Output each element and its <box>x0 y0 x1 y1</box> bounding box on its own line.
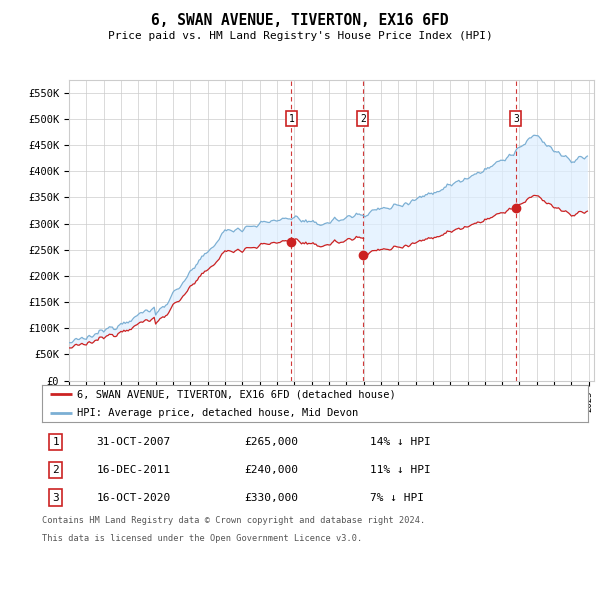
Text: HPI: Average price, detached house, Mid Devon: HPI: Average price, detached house, Mid … <box>77 408 359 418</box>
Text: 1: 1 <box>289 114 294 124</box>
Text: 3: 3 <box>513 114 519 124</box>
Text: 1: 1 <box>52 437 59 447</box>
Text: 16-DEC-2011: 16-DEC-2011 <box>97 465 171 474</box>
Text: 31-OCT-2007: 31-OCT-2007 <box>97 437 171 447</box>
Text: £240,000: £240,000 <box>244 465 298 474</box>
Text: £330,000: £330,000 <box>244 493 298 503</box>
Text: 2: 2 <box>360 114 366 124</box>
Text: 3: 3 <box>52 493 59 503</box>
Text: This data is licensed under the Open Government Licence v3.0.: This data is licensed under the Open Gov… <box>42 534 362 543</box>
Text: 14% ↓ HPI: 14% ↓ HPI <box>370 437 430 447</box>
Text: 2: 2 <box>52 465 59 474</box>
Text: £265,000: £265,000 <box>244 437 298 447</box>
Text: 6, SWAN AVENUE, TIVERTON, EX16 6FD: 6, SWAN AVENUE, TIVERTON, EX16 6FD <box>151 13 449 28</box>
Text: 7% ↓ HPI: 7% ↓ HPI <box>370 493 424 503</box>
Text: 11% ↓ HPI: 11% ↓ HPI <box>370 465 430 474</box>
Text: Contains HM Land Registry data © Crown copyright and database right 2024.: Contains HM Land Registry data © Crown c… <box>42 516 425 525</box>
Text: 6, SWAN AVENUE, TIVERTON, EX16 6FD (detached house): 6, SWAN AVENUE, TIVERTON, EX16 6FD (deta… <box>77 389 396 399</box>
Text: 16-OCT-2020: 16-OCT-2020 <box>97 493 171 503</box>
Text: Price paid vs. HM Land Registry's House Price Index (HPI): Price paid vs. HM Land Registry's House … <box>107 31 493 41</box>
